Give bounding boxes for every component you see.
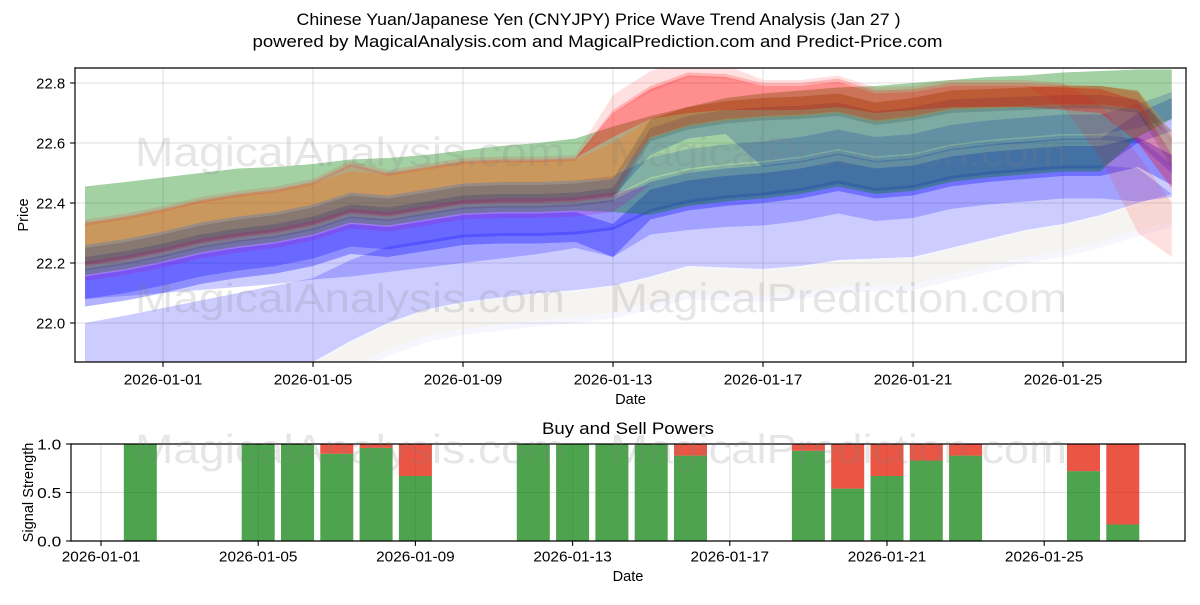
svg-text:Date: Date — [615, 392, 646, 408]
svg-text:MagicalPrediction.com: MagicalPrediction.com — [610, 426, 1067, 472]
svg-text:22.8: 22.8 — [36, 76, 65, 92]
svg-text:22.2: 22.2 — [36, 256, 65, 272]
svg-text:2026-01-01: 2026-01-01 — [124, 372, 203, 388]
svg-text:1.0: 1.0 — [37, 437, 61, 453]
svg-text:MagicalPrediction.com: MagicalPrediction.com — [610, 275, 1067, 321]
svg-text:2026-01-21: 2026-01-21 — [848, 549, 927, 565]
svg-text:2026-01-13: 2026-01-13 — [574, 372, 653, 388]
svg-text:2026-01-05: 2026-01-05 — [274, 372, 353, 388]
svg-text:22.6: 22.6 — [36, 136, 65, 152]
svg-text:MagicalAnalysis.com: MagicalAnalysis.com — [135, 275, 565, 321]
svg-text:Chinese Yuan/Japanese Yen (CNY: Chinese Yuan/Japanese Yen (CNYJPY) Price… — [297, 10, 901, 29]
svg-text:MagicalPrediction.com: MagicalPrediction.com — [610, 129, 1067, 175]
svg-text:2026-01-17: 2026-01-17 — [691, 549, 770, 565]
svg-text:Signal Strength: Signal Strength — [21, 443, 37, 543]
svg-text:2026-01-17: 2026-01-17 — [724, 372, 803, 388]
svg-text:powered by MagicalAnalysis.com: powered by MagicalAnalysis.com and Magic… — [253, 32, 943, 51]
svg-text:Price: Price — [16, 198, 32, 231]
svg-text:0.5: 0.5 — [37, 486, 61, 502]
svg-text:MagicalAnalysis.com: MagicalAnalysis.com — [135, 129, 565, 175]
svg-text:Buy and Sell Powers: Buy and Sell Powers — [542, 420, 714, 438]
svg-text:2026-01-25: 2026-01-25 — [1024, 372, 1103, 388]
svg-text:2026-01-01: 2026-01-01 — [62, 549, 141, 565]
svg-text:0.0: 0.0 — [37, 534, 61, 550]
svg-text:Date: Date — [613, 569, 644, 585]
svg-text:2026-01-09: 2026-01-09 — [376, 549, 455, 565]
svg-text:2026-01-05: 2026-01-05 — [219, 549, 298, 565]
svg-text:2026-01-25: 2026-01-25 — [1005, 549, 1084, 565]
svg-text:2026-01-09: 2026-01-09 — [424, 372, 503, 388]
svg-text:22.4: 22.4 — [36, 196, 65, 212]
svg-text:MagicalAnalysis.com: MagicalAnalysis.com — [135, 426, 565, 472]
svg-text:2026-01-13: 2026-01-13 — [533, 549, 612, 565]
svg-text:22.0: 22.0 — [36, 316, 65, 332]
svg-text:2026-01-21: 2026-01-21 — [874, 372, 953, 388]
